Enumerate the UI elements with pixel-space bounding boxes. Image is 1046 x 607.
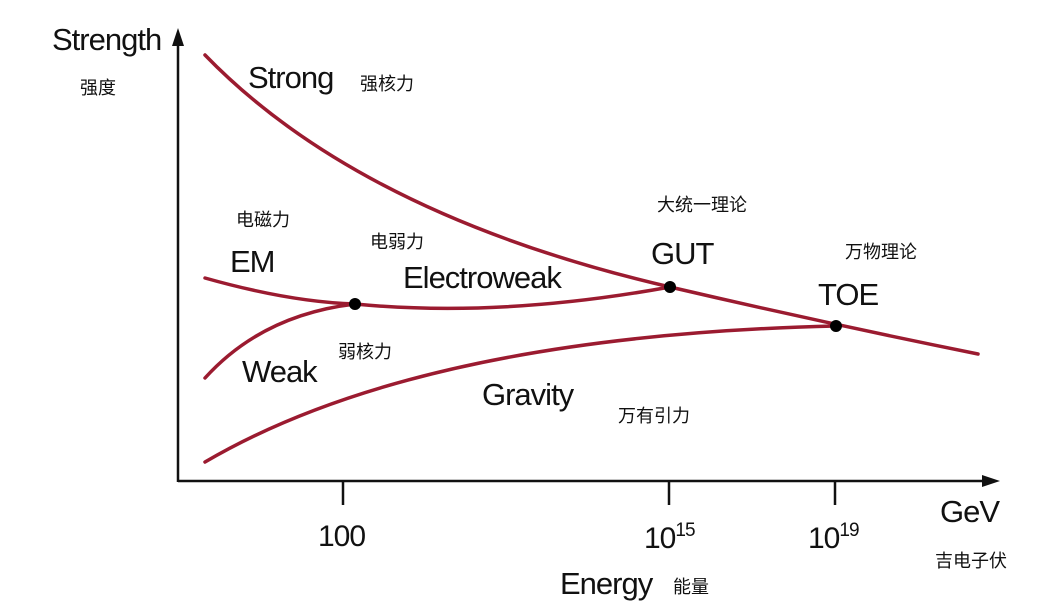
unification-point — [664, 281, 676, 293]
force-label-cn: 电磁力 — [236, 210, 290, 230]
em-electroweak-curve — [203, 276, 672, 311]
force-label: Weak — [242, 354, 318, 389]
x-unit-cn: 吉电子伏 — [935, 551, 1007, 571]
gravity-curve — [203, 324, 837, 464]
unification-label-cn: 电弱力 — [370, 232, 424, 252]
x-tick-label: 100 — [318, 520, 365, 553]
tick-base: 10 — [808, 522, 840, 555]
force-label-cn: 万有引力 — [618, 406, 690, 426]
tick-base: 10 — [644, 522, 676, 555]
x-unit: GeV — [940, 494, 1000, 529]
unification-label: GUT — [651, 236, 715, 271]
force-label: EM — [230, 244, 275, 279]
force-label-cn: 强核力 — [360, 74, 414, 94]
force-label: Strong — [248, 60, 333, 95]
x-axis-arrow — [982, 475, 1000, 487]
weak-curve — [203, 302, 357, 380]
unification-label: TOE — [818, 277, 878, 312]
y-axis-arrow — [172, 28, 184, 46]
y-axis-label: Strength — [52, 22, 161, 57]
strong-curve — [203, 53, 980, 356]
unification-label-cn: 万物理论 — [845, 242, 917, 262]
unification-point — [349, 298, 361, 310]
unification-label-cn: 大统一理论 — [657, 195, 747, 215]
unification-label: Electroweak — [403, 260, 562, 295]
x-axis-label: Energy — [560, 566, 654, 601]
force-label: Gravity — [482, 377, 575, 412]
x-axis-label-cn: 能量 — [673, 577, 709, 597]
unification-point — [830, 320, 842, 332]
x-tick-label: 1019 — [808, 520, 859, 555]
tick-exponent: 15 — [675, 520, 695, 541]
force-label-cn: 弱核力 — [338, 342, 392, 362]
tick-exponent: 19 — [839, 520, 859, 541]
x-tick-label: 1015 — [644, 520, 695, 555]
y-axis-label-cn: 强度 — [80, 78, 116, 98]
